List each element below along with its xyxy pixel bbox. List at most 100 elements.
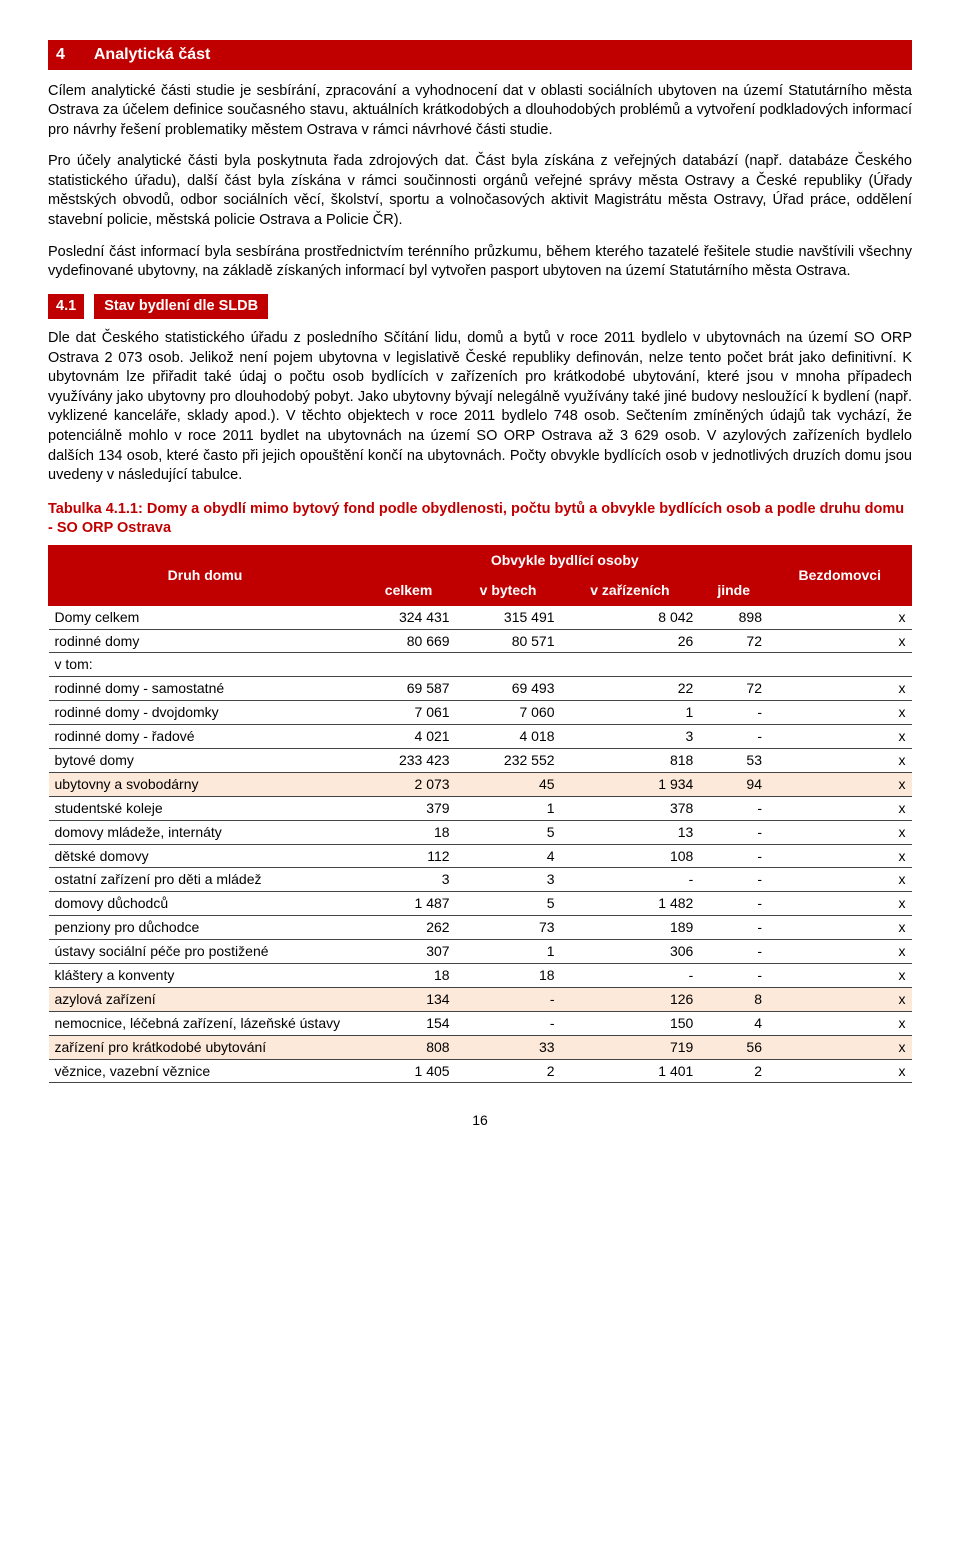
row-cell: x (768, 963, 912, 987)
row-cell: 8 (699, 987, 768, 1011)
row-cell: 1 (456, 940, 561, 964)
table-row: rodinné domy - řadové4 0214 0183-x (49, 725, 912, 749)
row-cell: - (699, 868, 768, 892)
row-label: penziony pro důchodce (49, 916, 362, 940)
section-title: Analytická část (94, 46, 211, 63)
row-cell: 5 (456, 892, 561, 916)
table-row: kláštery a konventy1818--x (49, 963, 912, 987)
subsection-title: Stav bydlení dle SLDB (94, 294, 268, 320)
row-cell: x (768, 987, 912, 1011)
row-cell: 189 (561, 916, 700, 940)
row-cell: x (768, 820, 912, 844)
paragraph-4: Dle dat Českého statistického úřadu z po… (48, 329, 912, 486)
row-cell: 18 (362, 820, 456, 844)
row-cell: x (768, 940, 912, 964)
row-label: nemocnice, léčebná zařízení, lázeňské ús… (49, 1011, 362, 1035)
row-cell: 306 (561, 940, 700, 964)
row-cell: 94 (699, 772, 768, 796)
row-cell: 33 (456, 1035, 561, 1059)
row-cell: - (456, 987, 561, 1011)
row-cell: x (768, 772, 912, 796)
table-row: rodinné domy - dvojdomky7 0617 0601-x (49, 701, 912, 725)
row-cell: - (699, 844, 768, 868)
row-label: ubytovny a svobodárny (49, 772, 362, 796)
row-cell: 80 669 (362, 629, 456, 653)
table-row: domovy mládeže, internáty18513-x (49, 820, 912, 844)
row-cell: 1 401 (561, 1059, 700, 1083)
th-v-bytech: v bytech (456, 575, 561, 605)
row-cell: 808 (362, 1035, 456, 1059)
table-row: Domy celkem324 431315 4918 042898x (49, 605, 912, 629)
row-cell: 18 (456, 963, 561, 987)
row-cell: 324 431 (362, 605, 456, 629)
row-cell: - (699, 820, 768, 844)
row-label: studentské koleje (49, 796, 362, 820)
row-cell: 150 (561, 1011, 700, 1035)
row-cell (699, 653, 768, 677)
table-row: věznice, vazební věznice1 40521 4012x (49, 1059, 912, 1083)
row-cell: - (699, 963, 768, 987)
section-heading: 4 Analytická část (48, 40, 912, 70)
data-table: Druh domu Obvykle bydlící osoby Bezdomov… (48, 545, 912, 1084)
table-row: nemocnice, léčebná zařízení, lázeňské ús… (49, 1011, 912, 1035)
row-cell: x (768, 701, 912, 725)
row-cell: 2 073 (362, 772, 456, 796)
row-cell: x (768, 868, 912, 892)
row-cell: - (561, 868, 700, 892)
paragraph-2: Pro účely analytické části byla poskytnu… (48, 152, 912, 230)
row-cell: 69 493 (456, 677, 561, 701)
row-cell: 818 (561, 748, 700, 772)
row-cell: - (561, 963, 700, 987)
row-cell: 233 423 (362, 748, 456, 772)
row-cell: 80 571 (456, 629, 561, 653)
row-cell: x (768, 796, 912, 820)
row-cell: x (768, 1011, 912, 1035)
row-cell: 22 (561, 677, 700, 701)
table-row: v tom: (49, 653, 912, 677)
row-cell: 2 (456, 1059, 561, 1083)
row-label: rodinné domy - samostatné (49, 677, 362, 701)
row-cell: - (699, 725, 768, 749)
row-cell: 7 060 (456, 701, 561, 725)
row-cell: x (768, 916, 912, 940)
row-cell: 73 (456, 916, 561, 940)
row-cell: x (768, 677, 912, 701)
row-label: ostatní zařízení pro děti a mládež (49, 868, 362, 892)
row-cell: - (699, 892, 768, 916)
row-cell: 262 (362, 916, 456, 940)
row-label: rodinné domy (49, 629, 362, 653)
page-number: 16 (48, 1111, 912, 1130)
row-cell: x (768, 725, 912, 749)
row-label: věznice, vazební věznice (49, 1059, 362, 1083)
th-celkem: celkem (362, 575, 456, 605)
row-cell: 3 (456, 868, 561, 892)
row-cell: - (699, 796, 768, 820)
row-cell: 134 (362, 987, 456, 1011)
row-cell (561, 653, 700, 677)
row-cell: - (456, 1011, 561, 1035)
row-cell: 5 (456, 820, 561, 844)
row-cell: - (699, 940, 768, 964)
row-cell: 378 (561, 796, 700, 820)
table-row: ústavy sociální péče pro postižené307130… (49, 940, 912, 964)
row-cell: 3 (362, 868, 456, 892)
row-cell (456, 653, 561, 677)
row-cell: 69 587 (362, 677, 456, 701)
row-cell: x (768, 605, 912, 629)
row-label: kláštery a konventy (49, 963, 362, 987)
subsection-heading: 4.1 Stav bydlení dle SLDB (48, 294, 912, 320)
row-label: v tom: (49, 653, 362, 677)
row-cell: 154 (362, 1011, 456, 1035)
row-cell: 315 491 (456, 605, 561, 629)
row-label: azylová zařízení (49, 987, 362, 1011)
row-cell: 7 061 (362, 701, 456, 725)
row-cell: 108 (561, 844, 700, 868)
paragraph-3: Poslední část informací byla sesbírána p… (48, 243, 912, 282)
table-row: ostatní zařízení pro děti a mládež33--x (49, 868, 912, 892)
row-cell: 1 (561, 701, 700, 725)
row-cell: 8 042 (561, 605, 700, 629)
row-cell: - (699, 701, 768, 725)
th-group-obvykle: Obvykle bydlící osoby (362, 545, 768, 575)
row-cell: 1 487 (362, 892, 456, 916)
row-cell: x (768, 1059, 912, 1083)
